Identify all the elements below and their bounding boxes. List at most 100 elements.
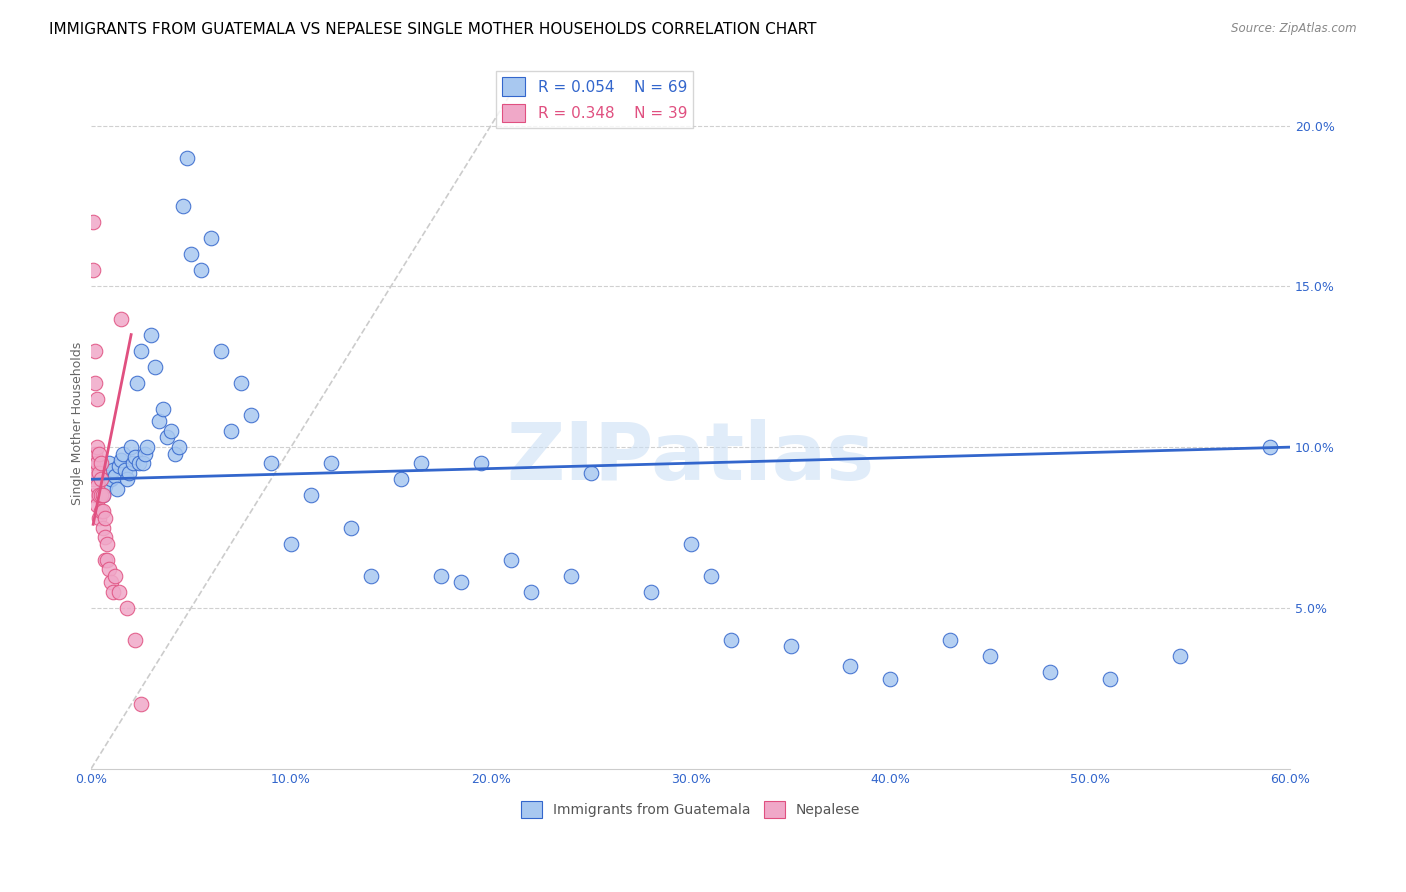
Y-axis label: Single Mother Households: Single Mother Households <box>72 342 84 505</box>
Point <box>129 343 152 358</box>
Point <box>105 482 128 496</box>
Point <box>90 456 112 470</box>
Point <box>108 584 131 599</box>
Point <box>98 456 121 470</box>
Point <box>84 343 107 358</box>
Point <box>84 446 107 460</box>
Point <box>1039 665 1062 680</box>
Point <box>84 376 107 390</box>
Point <box>156 430 179 444</box>
Point <box>209 343 232 358</box>
Point <box>86 440 108 454</box>
Point <box>136 440 159 454</box>
Point <box>280 536 302 550</box>
Point <box>98 562 121 576</box>
Point <box>1168 649 1191 664</box>
Point <box>219 424 242 438</box>
Point <box>108 459 131 474</box>
Point <box>190 263 212 277</box>
Point <box>839 658 862 673</box>
Point <box>112 446 135 460</box>
Point <box>96 466 118 480</box>
Point <box>240 408 263 422</box>
Text: Source: ZipAtlas.com: Source: ZipAtlas.com <box>1232 22 1357 36</box>
Point <box>129 698 152 712</box>
Point <box>82 472 104 486</box>
Point <box>519 584 541 599</box>
Point <box>200 231 222 245</box>
Text: ZIPatlas: ZIPatlas <box>506 418 875 497</box>
Point <box>82 456 104 470</box>
Point <box>96 552 118 566</box>
Point <box>110 453 132 467</box>
Point <box>148 414 170 428</box>
Point <box>779 640 801 654</box>
Point <box>699 568 721 582</box>
Point <box>89 488 111 502</box>
Point <box>450 575 472 590</box>
Point <box>91 504 114 518</box>
Point <box>499 552 522 566</box>
Point <box>90 472 112 486</box>
Point <box>104 469 127 483</box>
Point <box>89 511 111 525</box>
Point <box>979 649 1001 664</box>
Point <box>679 536 702 550</box>
Point <box>560 568 582 582</box>
Text: IMMIGRANTS FROM GUATEMALA VS NEPALESE SINGLE MOTHER HOUSEHOLDS CORRELATION CHART: IMMIGRANTS FROM GUATEMALA VS NEPALESE SI… <box>49 22 817 37</box>
Point <box>319 456 342 470</box>
Point <box>100 575 122 590</box>
Point <box>94 530 117 544</box>
Point <box>89 466 111 480</box>
Point <box>118 466 141 480</box>
Point <box>110 311 132 326</box>
Point <box>360 568 382 582</box>
Point <box>91 520 114 534</box>
Point <box>128 456 150 470</box>
Point <box>91 488 114 502</box>
Point <box>100 472 122 486</box>
Point <box>124 633 146 648</box>
Point <box>139 327 162 342</box>
Point <box>82 215 104 229</box>
Point <box>176 151 198 165</box>
Point <box>579 466 602 480</box>
Point <box>167 440 190 454</box>
Point <box>1258 440 1281 454</box>
Point <box>90 488 112 502</box>
Point <box>91 488 114 502</box>
Point <box>114 463 136 477</box>
Point <box>260 456 283 470</box>
Point <box>152 401 174 416</box>
Point <box>101 584 124 599</box>
Point <box>90 504 112 518</box>
Point <box>84 488 107 502</box>
Point <box>94 479 117 493</box>
Point <box>84 466 107 480</box>
Point <box>299 488 322 502</box>
Point <box>86 456 108 470</box>
Point <box>389 472 412 486</box>
Point <box>409 456 432 470</box>
Point <box>120 440 142 454</box>
Point <box>132 456 155 470</box>
Point <box>134 446 156 460</box>
Point <box>86 392 108 406</box>
Point <box>430 568 453 582</box>
Point <box>115 600 138 615</box>
Point <box>879 672 901 686</box>
Point <box>229 376 252 390</box>
Point <box>340 520 363 534</box>
Point <box>640 584 662 599</box>
Point <box>124 450 146 464</box>
Point <box>1099 672 1122 686</box>
Point <box>89 446 111 460</box>
Point <box>160 424 183 438</box>
Point <box>470 456 492 470</box>
Point <box>122 456 145 470</box>
Point <box>94 552 117 566</box>
Point <box>720 633 742 648</box>
Point <box>86 479 108 493</box>
Point <box>94 511 117 525</box>
Point <box>127 376 149 390</box>
